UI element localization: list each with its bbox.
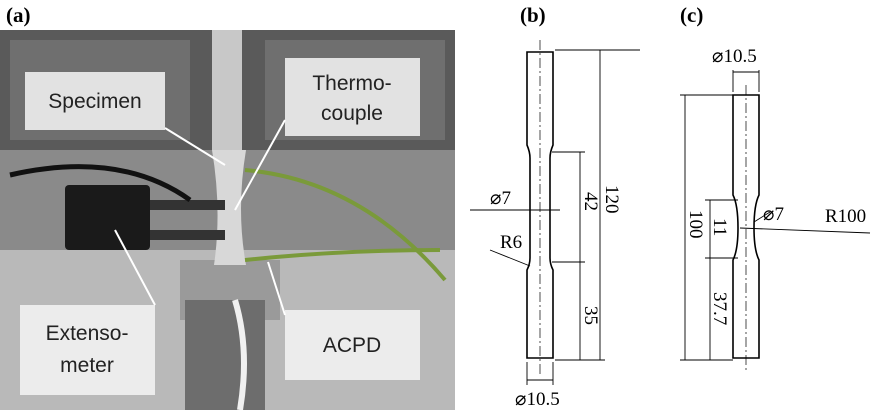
label: ACPD (323, 334, 381, 357)
label: Specimen (48, 90, 141, 113)
label: Thermo- (312, 72, 391, 95)
dimension: ⌀7 (763, 204, 784, 225)
dimension: 120 (601, 185, 622, 214)
caption: (a) (6, 3, 31, 27)
dimension: ⌀7 (490, 188, 511, 209)
label: couple (321, 102, 383, 125)
dimension: 37.7 (709, 292, 730, 325)
caption: (b) (520, 3, 546, 27)
dimension: R100 (825, 206, 866, 227)
dimension: 42 (580, 192, 601, 211)
dimension: ⌀10.5 (712, 46, 757, 67)
dimension: 11 (709, 218, 730, 236)
caption: (c) (680, 3, 703, 27)
dimension: R6 (500, 232, 522, 253)
dimension: 35 (580, 306, 601, 325)
label: Extenso- (46, 322, 129, 345)
label: meter (60, 354, 114, 377)
dimension: 100 (685, 210, 706, 239)
dimension: ⌀10.5 (515, 389, 560, 410)
figure: (a) Specimen Thermo- couple Extenso- met… (0, 0, 880, 410)
